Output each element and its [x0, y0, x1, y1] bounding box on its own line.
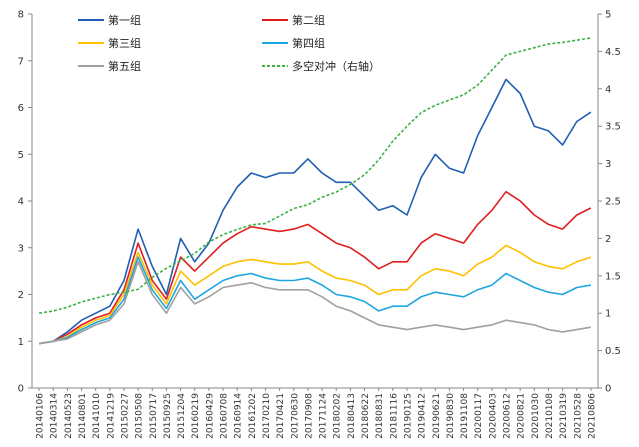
x-tick-label: 20190125 [403, 393, 413, 439]
left-tick-label: 8 [18, 10, 24, 21]
x-tick-label: 20140523 [64, 393, 74, 439]
x-tick-label: 20191108 [460, 393, 470, 439]
x-tick-label: 20140106 [36, 393, 46, 439]
x-tick-label: 20200117 [474, 393, 484, 439]
left-tick-label: 6 [18, 103, 24, 114]
x-tick-label: 20161202 [248, 393, 258, 439]
x-tick-label: 20171124 [319, 393, 329, 439]
legend-label: 多空对冲（右轴） [292, 59, 380, 73]
x-tick-label: 20180413 [347, 393, 357, 439]
x-tick-label: 20141219 [106, 393, 116, 439]
x-tick-label: 20180622 [361, 393, 371, 439]
legend-label: 第一组 [108, 13, 141, 27]
x-tick-label: 20181116 [389, 393, 399, 439]
left-tick-label: 5 [18, 150, 24, 161]
x-tick-label: 20160708 [220, 393, 230, 439]
x-tick-label: 20180831 [375, 393, 385, 439]
series-line [38, 256, 592, 345]
x-tick-label: 20170210 [262, 393, 272, 439]
x-tick-label: 20170630 [290, 393, 300, 439]
right-tick-label: 4 [605, 84, 611, 95]
series-line [38, 190, 592, 345]
x-tick-label: 20150925 [163, 393, 173, 439]
right-tick-label: 0.5 [605, 346, 621, 357]
legend-label: 第五组 [108, 59, 141, 73]
x-tick-label: 20200612 [503, 393, 513, 439]
x-tick-label: 20160219 [191, 393, 201, 439]
x-tick-label: 20151204 [177, 393, 187, 439]
x-tick-label: 20200821 [517, 393, 527, 439]
legend-label: 第三组 [108, 36, 141, 50]
x-tick-label: 20190412 [418, 393, 428, 439]
x-tick-label: 20201030 [531, 393, 541, 439]
right-tick-label: 0 [605, 384, 611, 395]
x-tick-label: 20170421 [276, 393, 286, 439]
right-tick-label: 3.5 [605, 122, 621, 133]
series-line [38, 78, 592, 345]
chart-axes: 0 1 2 3 4 5 6 7 8 0 0.5 1 1.5 2 2.5 3 3.5 4 4.5 5 20140106 20… [18, 10, 621, 439]
x-tick-label: 20150717 [149, 393, 159, 439]
x-tick-label: 20150508 [135, 393, 145, 439]
series-line [38, 37, 592, 314]
x-tick-label: 20160429 [205, 393, 215, 439]
left-tick-label: 4 [18, 197, 24, 208]
left-tick-label: 7 [18, 56, 24, 67]
series-line [38, 260, 592, 345]
x-tick-label: 20140801 [78, 393, 88, 439]
legend-label: 第二组 [292, 13, 325, 27]
x-tick-label: 20210806 [587, 393, 597, 439]
x-tick-label: 20180202 [333, 393, 343, 439]
x-tick-label: 20170908 [304, 393, 314, 439]
right-tick-label: 1.5 [605, 271, 621, 282]
left-tick-label: 0 [18, 384, 24, 395]
series-layer [38, 37, 592, 345]
legend-label: 第四组 [292, 36, 325, 50]
right-tick-label: 2 [605, 234, 611, 245]
x-tick-label: 20141010 [92, 393, 102, 439]
left-tick-label: 2 [18, 290, 24, 301]
x-tick-label: 20150227 [120, 393, 130, 439]
right-tick-label: 1 [605, 309, 611, 320]
x-tick-label: 20160914 [234, 393, 244, 439]
x-tick-label: 20210528 [573, 393, 583, 439]
x-tick-label: 20210319 [559, 393, 569, 439]
left-tick-label: 1 [18, 337, 24, 348]
right-tick-label: 3 [605, 159, 611, 170]
x-tick-label: 20200403 [488, 393, 498, 439]
x-tick-label: 20210108 [545, 393, 555, 439]
right-tick-label: 5 [605, 10, 611, 21]
left-tick-label: 3 [18, 243, 24, 254]
x-tick-label: 20190830 [446, 393, 456, 439]
right-tick-label: 4.5 [605, 47, 621, 58]
x-tick-label: 20190621 [432, 393, 442, 439]
x-tick-label: 20140314 [50, 393, 60, 439]
series-line [38, 244, 592, 345]
right-tick-label: 2.5 [605, 197, 621, 208]
